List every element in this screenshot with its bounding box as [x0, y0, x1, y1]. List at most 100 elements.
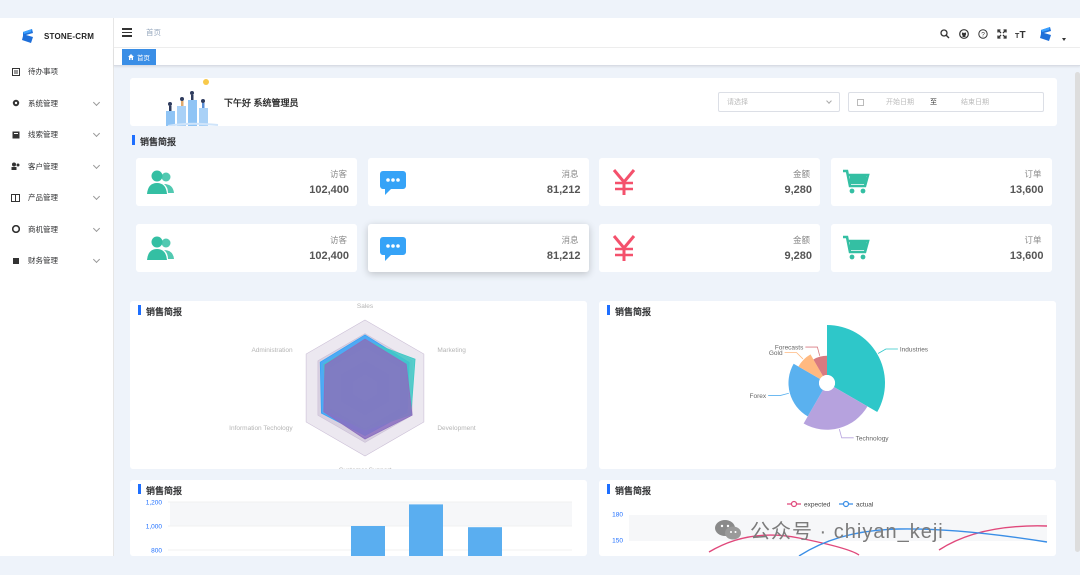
stat-card[interactable]: 金额 9,280 — [599, 224, 820, 272]
caret-down-icon[interactable] — [1062, 37, 1066, 41]
stat-card[interactable]: 订单 13,600 — [830, 158, 1052, 206]
sidebar-item[interactable]: 线索管理 — [0, 119, 113, 151]
pie-slice — [827, 325, 885, 412]
watermark-text: 公众号 · chiyan_keji — [750, 521, 944, 543]
select-dropdown[interactable]: 请选择 — [718, 92, 840, 112]
bar — [351, 526, 385, 556]
message-icon — [378, 168, 408, 196]
pie-slice — [803, 387, 868, 430]
breadcrumb[interactable]: 首页 — [146, 28, 161, 37]
start-date-input[interactable]: 开始日期 — [886, 99, 914, 106]
line-panel: 销售简报 180 150 expected actual — [599, 480, 1056, 556]
sidebar-item-label: 客户管理 — [28, 161, 58, 171]
stat-label: 消息 — [561, 169, 579, 179]
github-icon[interactable] — [958, 29, 969, 40]
end-date-input[interactable]: 结束日期 — [961, 99, 989, 106]
stat-card[interactable]: 消息 81,212 — [367, 224, 589, 272]
wechat-icon — [715, 519, 741, 539]
date-range-picker[interactable]: 开始日期 至 结束日期 — [848, 92, 1044, 112]
stat-label: 订单 — [1024, 235, 1042, 245]
stat-card[interactable]: 访客 102,400 — [136, 224, 357, 272]
welcome-panel: 下午好 系统管理员 请选择 开始日期 至 结束日期 — [130, 78, 1057, 126]
sidebar-item-label: 财务管理 — [28, 256, 58, 266]
search-icon[interactable] — [939, 29, 950, 40]
cart-icon — [841, 234, 871, 262]
radar-indicator-label: Information Techology — [229, 425, 293, 432]
stat-card[interactable]: 金额 9,280 — [599, 158, 820, 206]
yen-icon — [609, 168, 639, 196]
radar-indicator-label: Sales — [357, 303, 374, 310]
legend-label: actual — [856, 502, 874, 509]
pie-slice — [788, 363, 823, 417]
visitors-icon — [146, 168, 176, 196]
stat-value: 81,212 — [546, 250, 581, 262]
bar-plot-band — [170, 502, 572, 526]
team-illustration — [166, 79, 219, 126]
sidebar-item-label: 系统管理 — [28, 98, 58, 108]
panel-title: 销售简报 — [607, 305, 651, 318]
pie-slice-label: Technology — [856, 435, 890, 442]
svg-text:T: T — [1020, 30, 1026, 39]
bar-chart: 1,200 1,000 800 — [146, 500, 572, 556]
help-icon[interactable]: ? — [977, 29, 988, 40]
avatar[interactable] — [1038, 26, 1054, 42]
radar-indicator-label: Customer Support — [339, 467, 392, 469]
sidebar: STONE-CRM 待办事项系统管理线索管理客户管理产品管理商机管理财务管理 — [0, 18, 114, 558]
sidebar-item[interactable]: 系统管理 — [0, 88, 113, 120]
stat-card[interactable]: 访客 102,400 — [136, 158, 357, 206]
tag-home[interactable]: 首页 — [122, 49, 156, 65]
line-series-expected — [708, 525, 1048, 556]
logo[interactable]: STONE-CRM — [0, 18, 113, 54]
calendar-icon — [857, 98, 864, 106]
bar — [409, 504, 443, 556]
pie-leader-line — [768, 392, 789, 396]
chevron-down-icon — [92, 192, 101, 201]
pie-slice — [813, 355, 827, 377]
radar-series — [323, 338, 413, 440]
fullscreen-icon[interactable] — [996, 29, 1007, 40]
sidebar-item-label: 待办事项 — [28, 67, 58, 77]
stat-value: 102,400 — [309, 184, 349, 196]
hamburger-icon[interactable] — [122, 28, 132, 37]
legend-label: expected — [804, 502, 831, 509]
sidebar-item[interactable]: 产品管理 — [0, 182, 113, 214]
scrollbar[interactable] — [1075, 72, 1080, 552]
home-icon — [128, 54, 134, 60]
stat-value: 81,212 — [546, 184, 581, 196]
footer-strip — [0, 556, 1080, 575]
tag-label: 首页 — [137, 55, 150, 62]
stat-value: 13,600 — [1009, 250, 1044, 262]
sidebar-item-label: 产品管理 — [28, 193, 58, 203]
pie-leader-line — [805, 346, 821, 356]
radar-panel: 销售简报 Sales Marketing Development Customer S… — [130, 301, 587, 469]
finance-icon — [11, 256, 20, 265]
clue-icon — [11, 130, 20, 139]
radar-chart: Sales Marketing Development Customer Suppor… — [229, 303, 476, 469]
message-icon — [378, 234, 408, 262]
stat-card[interactable]: 订单 13,600 — [830, 224, 1052, 272]
pie-leader-line — [838, 428, 854, 439]
panel-title: 销售简报 — [138, 305, 182, 318]
sidebar-item[interactable]: 财务管理 — [0, 245, 113, 277]
sidebar-item[interactable]: 客户管理 — [0, 151, 113, 183]
date-separator: 至 — [930, 99, 937, 106]
panel-title: 销售简报 — [607, 484, 651, 497]
sidebar-item[interactable]: 待办事项 — [0, 56, 113, 88]
bar-panel: 销售简报 1,200 1,000 800 — [130, 480, 587, 556]
legend-marker — [842, 500, 850, 508]
watermark: 公众号 · chiyan_keji — [714, 515, 944, 544]
chevron-down-icon — [92, 161, 101, 169]
svg-text:?: ? — [981, 31, 985, 38]
pie-slice-label: Industries — [900, 347, 929, 354]
stat-label: 金额 — [792, 235, 810, 245]
chevron-down-icon — [92, 129, 101, 138]
stat-card[interactable]: 消息 81,212 — [367, 158, 589, 206]
sidebar-item[interactable]: 商机管理 — [0, 214, 113, 246]
customer-icon — [11, 162, 20, 171]
svg-text:T: T — [1015, 33, 1020, 39]
line-plot-band — [629, 515, 1047, 541]
